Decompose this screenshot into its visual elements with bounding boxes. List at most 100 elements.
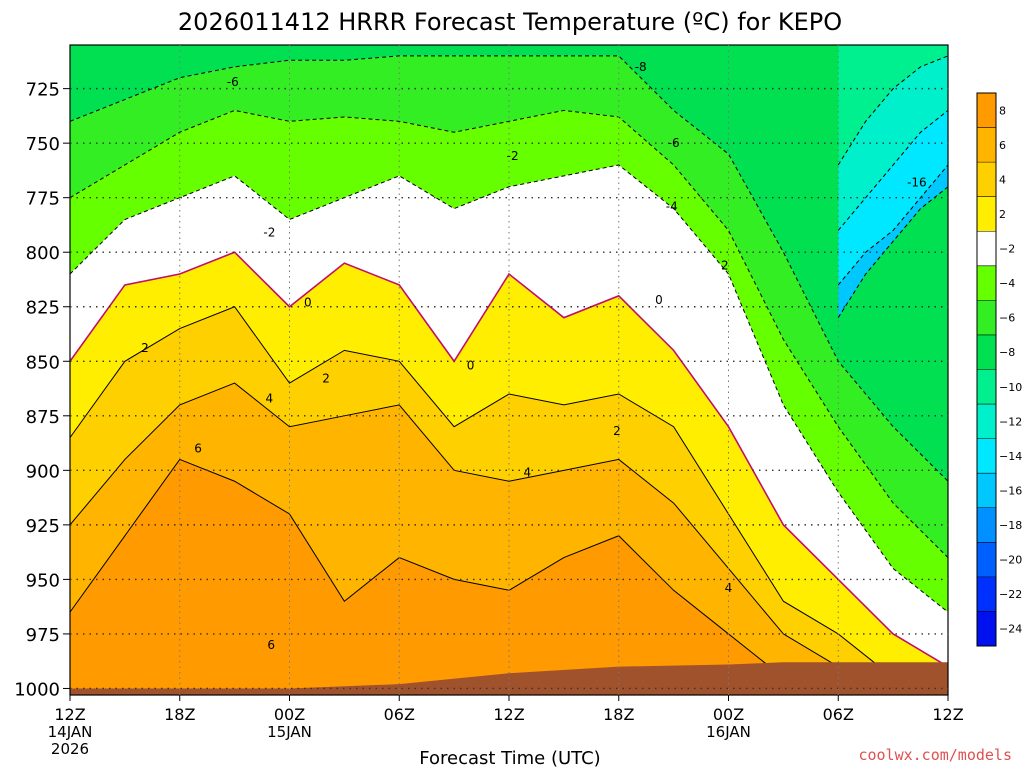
chart-title: 2026011412 HRRR Forecast Temperature (ºC… — [178, 8, 842, 36]
cold-band-0 — [838, 45, 948, 165]
x-tick-label: 18Z — [603, 705, 634, 724]
colorbar-swatch — [977, 542, 996, 577]
colorbar-swatch — [977, 300, 996, 335]
y-tick-label: 875 — [26, 407, 60, 428]
x-tick-label: 18Z — [164, 705, 195, 724]
temp-band-5 — [70, 306, 948, 689]
colorbar-label: −14 — [999, 450, 1022, 463]
y-tick-label: 825 — [26, 298, 60, 319]
contour-label: -4 — [666, 199, 678, 213]
contour-line-1 — [69, 109, 949, 558]
y-tick-label: 850 — [26, 352, 60, 373]
x-tick-label: 12Z — [493, 705, 524, 724]
credit-text: coolwx.com/models — [858, 746, 1012, 764]
colorbar-label: −10 — [999, 381, 1022, 394]
colorbar-label: −20 — [999, 554, 1022, 567]
colorbar-swatch — [977, 231, 996, 266]
contour-label: 6 — [267, 638, 275, 652]
cold-contour-2 — [837, 164, 949, 286]
y-axis: 725 750 775 800 825 850 875 900 925 950 975 1000 — [14, 80, 948, 700]
colorbar-label: 6 — [999, 139, 1006, 152]
temp-band-4 — [70, 252, 948, 689]
y-tick-label: 900 — [26, 461, 60, 482]
contour-label: 4 — [725, 581, 733, 595]
colorbar-label: −4 — [999, 277, 1015, 290]
y-tick-label: 725 — [26, 80, 60, 101]
colorbar-label: −8 — [999, 346, 1015, 359]
contour-label: 2 — [721, 258, 729, 272]
colorbar-label: 2 — [999, 208, 1006, 221]
colorbar-swatch — [977, 162, 996, 197]
y-tick-label: 1000 — [14, 679, 60, 700]
temp-band-0 — [70, 45, 948, 482]
x-axis-label: Forecast Time (UTC) — [419, 748, 600, 768]
contour-label: 2 — [613, 424, 621, 438]
contour-label: 0 — [304, 295, 312, 309]
y-tick-label: 775 — [26, 189, 60, 210]
x-tick-label: 12Z — [932, 705, 963, 724]
x-tick-sublabel: 16JAN — [706, 723, 751, 741]
x-tick-sublabel: 15JAN — [267, 723, 312, 741]
colorbar-label: −6 — [999, 312, 1015, 325]
contour-line-5 — [69, 382, 948, 689]
cold-contour-3 — [837, 186, 949, 318]
colorbar: 8 6 4 2 −2 −4 −6 −8 −10 −12 −14 −16 −18 −20 −22 −24 — [976, 92, 1022, 647]
colorbar-swatch — [977, 127, 996, 163]
contour-label: 0 — [655, 293, 663, 307]
colorbar-label: −12 — [999, 415, 1022, 428]
colorbar-swatch — [977, 404, 996, 439]
colorbar-swatch — [977, 369, 996, 405]
colorbar-swatch — [977, 507, 996, 543]
x-tick-sublabel: 14JAN — [48, 723, 93, 741]
x-tick-sublabel: 2026 — [51, 740, 89, 758]
y-tick-label: 750 — [26, 134, 60, 155]
cold-band-2 — [838, 110, 948, 285]
contour-label: 4 — [523, 466, 531, 480]
x-tick-label: 06Z — [384, 705, 415, 724]
x-tick-label: 12Z — [54, 705, 85, 724]
contour-label: -8 — [635, 60, 647, 74]
contour-label: 2 — [322, 372, 330, 386]
colorbar-label: −16 — [999, 484, 1022, 497]
contour-label: 6 — [194, 442, 202, 456]
colorbar-swatch — [977, 93, 996, 128]
y-tick-label: 975 — [26, 625, 60, 646]
contour-label: 4 — [266, 391, 274, 405]
y-tick-label: 925 — [26, 516, 60, 537]
contour-line-2 — [69, 164, 949, 613]
contour-label: -2 — [507, 149, 519, 163]
contour-line-3 — [69, 251, 949, 668]
colorbar-swatch — [977, 196, 996, 232]
colorbar-swatch — [977, 334, 996, 370]
colorbar-label: −22 — [999, 588, 1022, 601]
colorbar-swatch — [977, 265, 996, 301]
x-tick-label: 00Z — [274, 705, 305, 724]
colorbar-label: −2 — [999, 243, 1015, 256]
temp-band-3 — [70, 164, 948, 667]
x-tick-label: 00Z — [713, 705, 744, 724]
y-tick-label: 950 — [26, 570, 60, 591]
colorbar-label: 8 — [999, 104, 1006, 117]
temp-band-2 — [70, 110, 948, 613]
colorbar-swatch — [977, 576, 996, 612]
colorbar-swatch — [977, 438, 996, 474]
colorbar-label: 4 — [999, 173, 1006, 186]
y-tick-label: 800 — [26, 243, 60, 264]
cold-contour-1 — [837, 110, 949, 231]
colorbar-swatch — [977, 473, 996, 508]
contour-label: -2 — [263, 226, 275, 240]
contour-label: 2 — [141, 341, 149, 355]
contour-label: -16 — [907, 175, 927, 189]
contour-line-0 — [69, 55, 949, 482]
colorbar-label: −24 — [999, 623, 1022, 636]
contour-label: -6 — [668, 136, 680, 150]
cold-contour-0 — [837, 55, 949, 166]
colorbar-swatch — [977, 611, 996, 646]
contour-label: 0 — [467, 359, 475, 373]
cold-band-1 — [838, 55, 948, 231]
contour-label: -6 — [227, 75, 239, 89]
x-tick-label: 06Z — [823, 705, 854, 724]
temp-band-1 — [70, 55, 948, 558]
